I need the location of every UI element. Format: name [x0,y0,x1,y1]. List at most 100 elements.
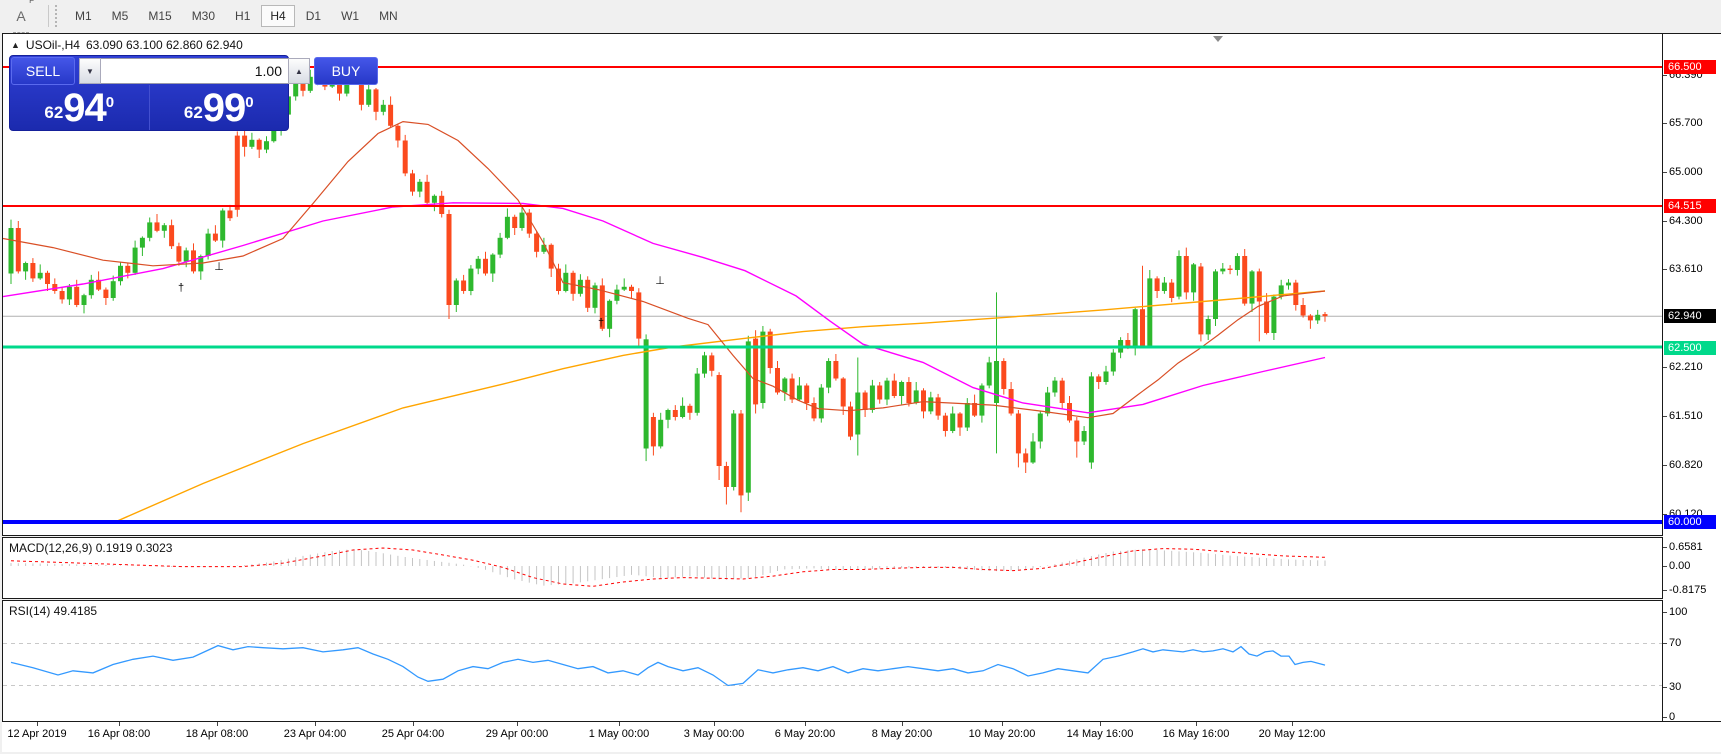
sell-price[interactable]: 62 94 0 [10,85,150,130]
timeframe-button-w1[interactable]: W1 [332,5,368,27]
rsi-tick-label: 100 [1669,606,1688,618]
time-tick-mark [1100,722,1101,726]
price-badge-60.000: 60.000 [1664,515,1716,529]
sell-button[interactable]: SELL [11,57,75,85]
macd-tick-label: 0.6581 [1669,541,1703,553]
axis-tick-mark [1663,717,1667,718]
time-label: 10 May 20:00 [968,728,1036,740]
timeframe-button-h1[interactable]: H1 [226,5,259,27]
time-label: 18 Apr 08:00 [185,728,249,740]
timeframe-button-mn[interactable]: MN [370,5,407,27]
toolbar-grip[interactable] [55,5,58,27]
svg-text:⊥: ⊥ [655,275,665,287]
time-label: 25 Apr 04:00 [381,728,445,740]
timeframe-button-m15[interactable]: M15 [139,5,180,27]
time-axis[interactable]: 12 Apr 2019 16 Apr 08:00 18 Apr 08:00 23 Ap… [2,722,1721,752]
time-label: 3 May 00:00 [683,728,745,740]
time-label: 20 May 12:00 [1258,728,1326,740]
dotted-grid-icon[interactable]: ░F [29,0,34,5]
buy-button[interactable]: BUY [314,57,378,85]
price-panel[interactable]: † ⊥ † ⊥ ▲ USOil-,H4 63.090 63.100 62.860 62… [2,33,1663,536]
axis-tick-mark [1663,465,1667,466]
timeframe-button-m1[interactable]: M1 [66,5,101,27]
macd-label: MACD(12,26,9) 0.1919 0.3023 [9,541,173,555]
sell-price-sup: 0 [105,94,115,111]
chart-ohlc-values: 63.090 63.100 62.860 62.940 [85,38,243,52]
time-tick-mark [315,722,316,726]
price-tick-label: 65.000 [1669,166,1703,178]
time-tick-mark [902,722,903,726]
price-tick-label: 61.510 [1669,410,1703,422]
time-label: 12 Apr 2019 [7,728,67,740]
buy-price-big: 99 [202,86,246,130]
axis-tick-mark [1663,687,1667,688]
time-tick-mark [619,722,620,726]
time-label: 1 May 00:00 [588,728,650,740]
collapse-triangle-icon[interactable]: ▲ [11,40,20,50]
time-tick-mark [1292,722,1293,726]
buy-price-sup: 0 [245,94,254,111]
toolbar-separator [48,5,49,27]
time-tick-mark [217,722,218,726]
price-tick-label: 63.610 [1669,263,1703,275]
price-tick-label: 62.210 [1669,361,1703,373]
axis-tick-mark [1663,643,1667,644]
axis-tick-mark [1663,547,1667,548]
macd-tick-label: -0.8175 [1669,584,1707,596]
axis-tick-mark [1663,590,1667,591]
time-tick-mark [714,722,715,726]
rsi-tick-label: 70 [1669,637,1682,649]
macd-panel[interactable]: MACD(12,26,9) 0.1919 0.3023 [2,537,1663,599]
rsi-tick-label: 0 [1669,711,1676,723]
price-badge-64.515: 64.515 [1664,199,1716,213]
axis-tick-mark [1663,221,1667,222]
candlestick-chart: † ⊥ † ⊥ [3,66,1662,524]
time-tick-mark [517,722,518,726]
volume-increase-button[interactable]: ▲ [288,58,310,84]
time-tick-mark [119,722,120,726]
timeframe-button-h4[interactable]: H4 [261,5,295,27]
buy-price[interactable]: 62 99 0 [150,85,289,130]
axis-tick-mark [1663,172,1667,173]
axis-tick-mark [1663,416,1667,417]
volume-input[interactable] [101,58,288,84]
time-tick-mark [1196,722,1197,726]
volume-decrease-button[interactable]: ▼ [79,58,101,84]
sell-price-prefix: 62 [44,103,64,122]
macd-tick-label: 0.00 [1669,560,1691,572]
timeframe-button-d1[interactable]: D1 [297,5,330,27]
axis-tick-mark [1663,75,1667,76]
time-tick-mark [37,722,38,726]
timeframe-button-m30[interactable]: M30 [183,5,224,27]
text-label-icon[interactable]: A [16,8,26,24]
time-label: 23 Apr 04:00 [283,728,347,740]
rsi-chart [3,643,1662,687]
axis-tick-mark [1663,367,1667,368]
rsi-label: RSI(14) 49.4185 [9,604,98,618]
price-badge-62.940: 62.940 [1664,309,1716,323]
svg-text:†: † [178,282,184,294]
timeframe-button-m5[interactable]: M5 [103,5,138,27]
svg-text:†: † [598,317,604,329]
axis-tick-mark [1663,269,1667,270]
price-tick-label: 64.300 [1669,215,1703,227]
buy-price-prefix: 62 [183,103,203,122]
rsi-panel[interactable]: RSI(14) 49.4185 [2,600,1663,722]
axis-tick-mark [1663,612,1667,613]
price-axis[interactable]: 66.390 65.700 65.000 64.300 63.610 62.210 61.5… [1663,33,1721,723]
price-tick-label: 65.700 [1669,117,1703,129]
time-label: 16 Apr 08:00 [87,728,151,740]
macd-chart [10,547,1326,587]
chart-symbol-period: USOil-,H4 [25,38,80,52]
price-tick-label: 60.820 [1669,459,1703,471]
sell-price-big: 94 [63,86,106,130]
axis-tick-mark [1663,123,1667,124]
time-tick-mark [1002,722,1003,726]
timeframe-button-group: M1 M5 M15 M30 H1 H4 D1 W1 MN [66,5,409,27]
chart-shift-marker[interactable] [1213,36,1223,42]
time-label: 8 May 20:00 [871,728,933,740]
price-badge-62.500: 62.500 [1664,341,1716,355]
